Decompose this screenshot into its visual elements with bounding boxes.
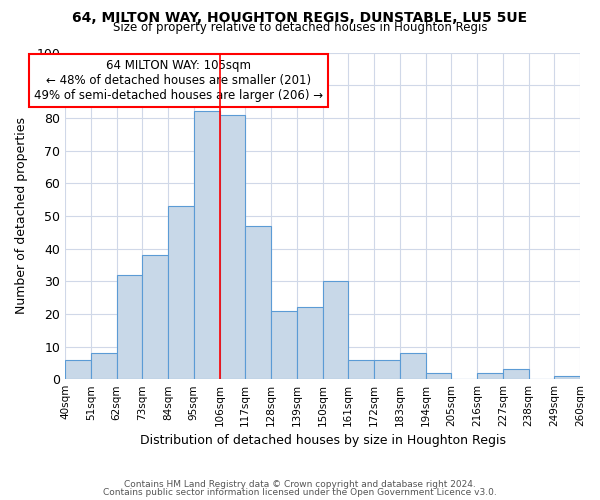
Bar [142, 255, 168, 379]
Bar [425, 372, 451, 379]
Bar [194, 112, 220, 379]
Bar [554, 376, 580, 379]
Bar [220, 114, 245, 379]
Text: 64, MILTON WAY, HOUGHTON REGIS, DUNSTABLE, LU5 5UE: 64, MILTON WAY, HOUGHTON REGIS, DUNSTABL… [73, 11, 527, 25]
Text: Size of property relative to detached houses in Houghton Regis: Size of property relative to detached ho… [113, 21, 487, 34]
Bar [477, 372, 503, 379]
Text: Contains public sector information licensed under the Open Government Licence v3: Contains public sector information licen… [103, 488, 497, 497]
Bar [65, 360, 91, 379]
Bar [374, 360, 400, 379]
Bar [271, 310, 297, 379]
Bar [168, 206, 194, 379]
X-axis label: Distribution of detached houses by size in Houghton Regis: Distribution of detached houses by size … [140, 434, 506, 448]
Y-axis label: Number of detached properties: Number of detached properties [15, 118, 28, 314]
Bar [400, 353, 425, 379]
Bar [245, 226, 271, 379]
Text: 64 MILTON WAY: 105sqm
← 48% of detached houses are smaller (201)
49% of semi-det: 64 MILTON WAY: 105sqm ← 48% of detached … [34, 59, 323, 102]
Bar [348, 360, 374, 379]
Bar [503, 370, 529, 379]
Bar [297, 308, 323, 379]
Text: Contains HM Land Registry data © Crown copyright and database right 2024.: Contains HM Land Registry data © Crown c… [124, 480, 476, 489]
Bar [91, 353, 116, 379]
Bar [323, 281, 348, 379]
Bar [116, 274, 142, 379]
